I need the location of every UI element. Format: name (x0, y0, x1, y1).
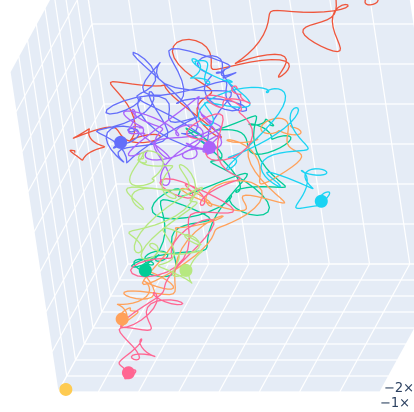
axis-ticks: −2× −1× (380, 381, 414, 411)
grid-line (9, 0, 51, 73)
trace-line (69, 0, 379, 161)
grid-line (329, 0, 371, 265)
grid-line (33, 103, 105, 233)
trace-start-marker (314, 194, 328, 208)
grid-line (76, 0, 120, 281)
trace-line (96, 48, 248, 164)
tick-label-2: −1× (380, 396, 410, 411)
tick-label-1: −2× (384, 381, 414, 396)
trace-start-marker (115, 312, 129, 326)
grid-line (379, 328, 414, 393)
grid-lines (9, 0, 414, 393)
trace-line (131, 115, 292, 278)
grid-line (27, 63, 99, 193)
trace-start-marker (138, 263, 152, 277)
trace-start-marker (202, 141, 216, 155)
grid-line (258, 263, 330, 393)
trace-start-marker (121, 366, 135, 380)
grid-line (65, 0, 112, 297)
grid-line (298, 263, 371, 393)
trace-line (189, 58, 331, 210)
trace-start-marker (114, 135, 128, 149)
grid-line (339, 263, 411, 393)
trace-start-marker (179, 263, 193, 277)
grid-line (15, 0, 78, 113)
trace-markers (59, 135, 328, 396)
trace-start-marker (59, 382, 73, 396)
trace-line (125, 150, 204, 284)
grid-line (54, 0, 103, 313)
grid-line (87, 0, 129, 265)
trace-lines (69, 0, 379, 380)
grid-line (369, 0, 411, 265)
grid-line (21, 23, 93, 153)
grid-line (289, 0, 330, 265)
trace-line (116, 117, 303, 328)
